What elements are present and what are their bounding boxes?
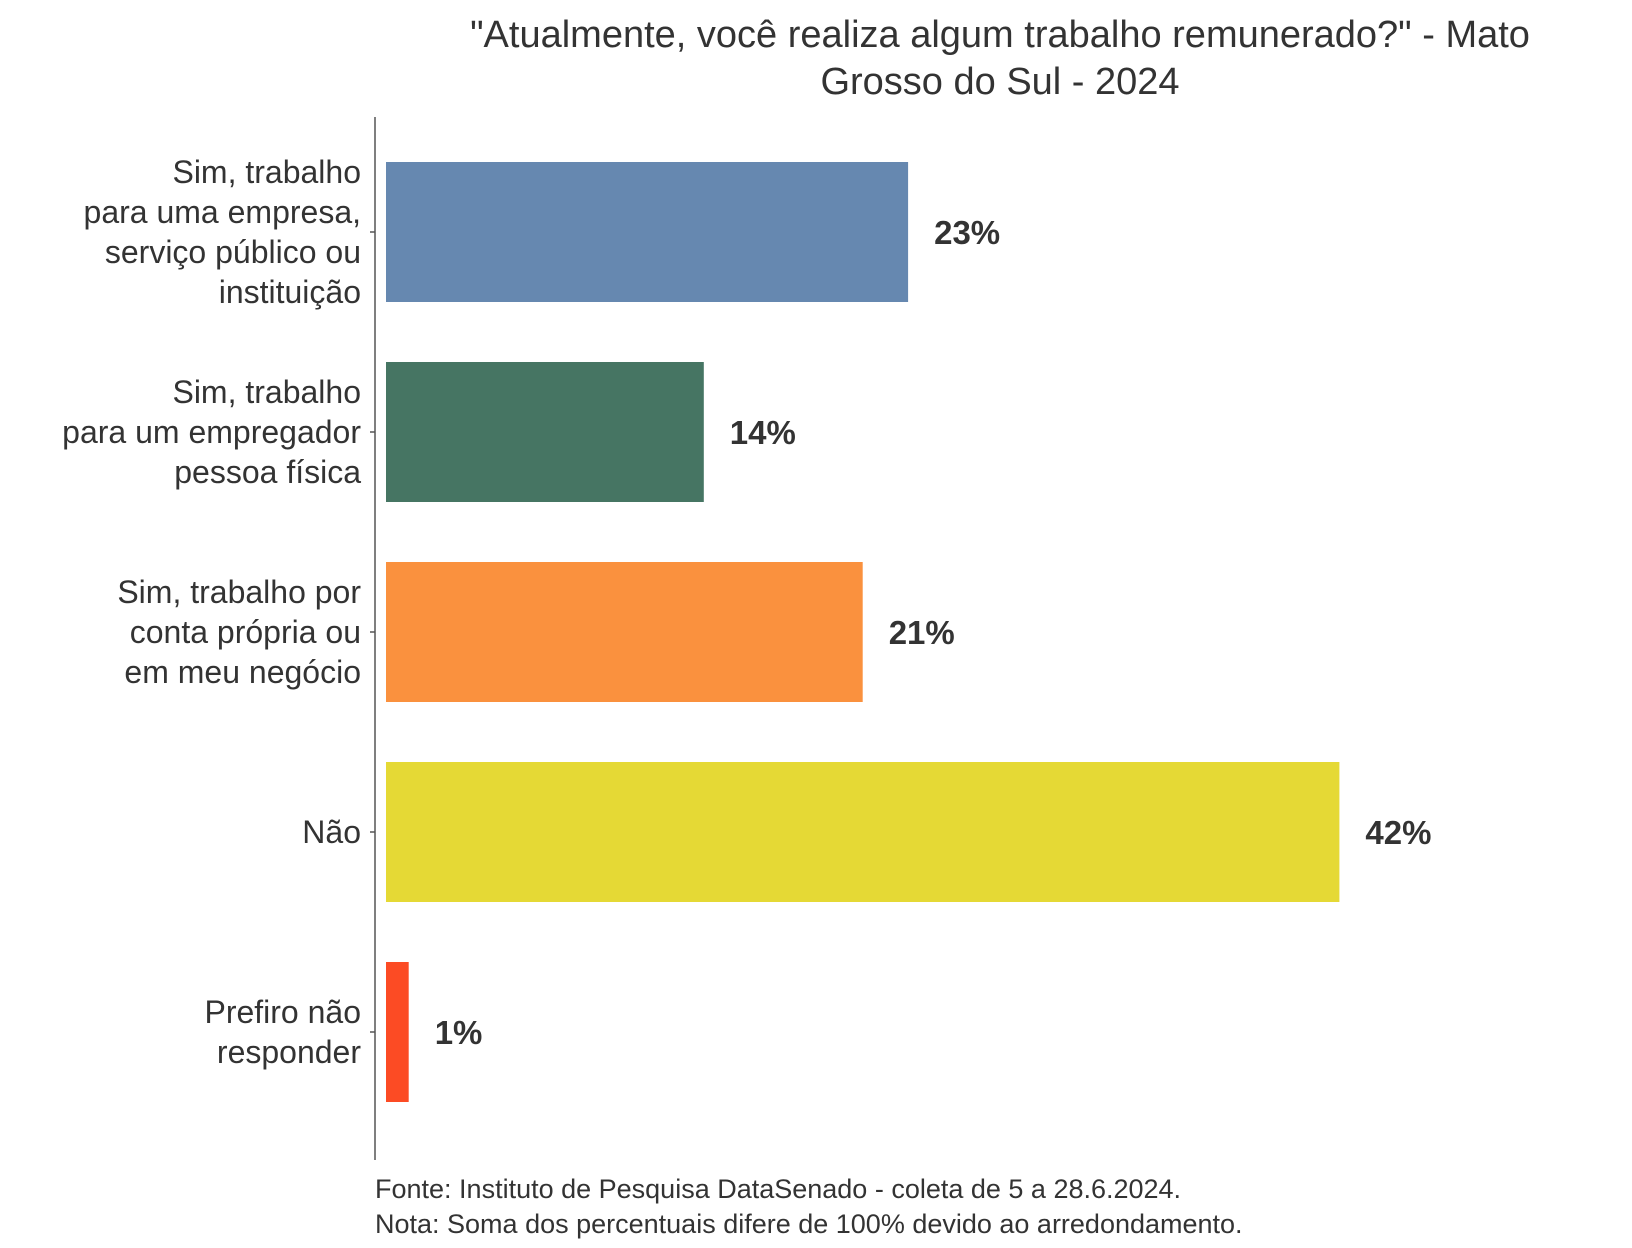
bar <box>386 562 863 702</box>
bar <box>386 162 909 302</box>
bar <box>386 762 1340 902</box>
category-label: Prefiro não responder <box>204 994 361 1070</box>
value-label: 23% <box>934 214 1000 251</box>
category-label: Sim, trabalho por conta própria ou em meu … <box>117 574 361 690</box>
bar <box>386 362 704 502</box>
value-labels: 23% 14% 21% 42% 1% <box>435 214 1432 1051</box>
category-label: Sim, trabalho para uma empresa, serviço pú… <box>84 154 361 310</box>
value-label: 14% <box>730 414 796 451</box>
category-label: Não <box>302 814 361 850</box>
value-label: 1% <box>435 1014 483 1051</box>
value-label: 21% <box>889 614 955 651</box>
chart-title-line: Grosso do Sul - 2024 <box>820 61 1179 103</box>
chart-title-line: "Atualmente, você realiza algum trabalho… <box>470 14 1530 56</box>
bar <box>386 962 409 1102</box>
caption-line: Nota: Soma dos percentuais difere de 100… <box>375 1209 1243 1239</box>
category-labels: Sim, trabalho para uma empresa, serviço pú… <box>62 154 361 1070</box>
bars <box>386 162 1340 1102</box>
caption-line: Fonte: Instituto de Pesquisa DataSenado … <box>375 1174 1181 1204</box>
value-label: 42% <box>1365 814 1431 851</box>
category-label: Sim, trabalho para um empregador pessoa fí… <box>62 374 361 490</box>
chart-caption: Fonte: Instituto de Pesquisa DataSenado … <box>375 1174 1243 1239</box>
y-axis-ticks <box>370 231 375 1033</box>
chart-title: "Atualmente, você realiza algum trabalho… <box>470 14 1530 103</box>
